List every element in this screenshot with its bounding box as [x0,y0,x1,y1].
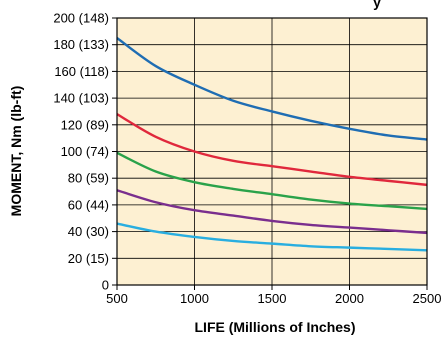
y-axis-ticks: 0 20 (15) 40 (30) 60 (44) 80 (59) 100 (74) 120… [53,11,117,293]
x-axis-title: LIFE (Millions of Inches) [195,319,356,335]
series-line-4 [116,189,428,235]
x-axis-ticks: 500 1000 1500 2000 2500 [106,285,441,306]
y-tick-label: 140 (103) [53,91,109,106]
y-tick-label: 40 (30) [68,224,109,239]
y-tick-label: 0 [102,278,109,293]
y-tick-label: 180 (133) [53,37,109,52]
series-line-1 [116,37,428,141]
series-lines [116,37,428,252]
y-tick-label: 120 (89) [61,117,109,132]
x-tick-label: 1500 [258,291,287,306]
y-tick-label: 200 (148) [53,11,109,26]
y-tick-label: 20 (15) [68,251,109,266]
series-line-5 [116,222,428,252]
x-tick-label: 1000 [180,291,209,306]
series-line-2 [116,113,428,187]
series-line-3 [116,151,428,211]
y-tick-label: 60 (44) [68,197,109,212]
y-tick-label: 160 (118) [54,64,109,79]
y-tick-label: 80 (59) [68,171,109,186]
x-tick-label: 500 [106,291,128,306]
y-axis-title: MOMENT, Nm (lb-ft) [8,86,24,217]
x-tick-label: 2500 [413,291,442,306]
x-tick-label: 2000 [335,291,364,306]
chart-title: y [373,0,381,10]
y-tick-label: 100 (74) [61,144,109,159]
